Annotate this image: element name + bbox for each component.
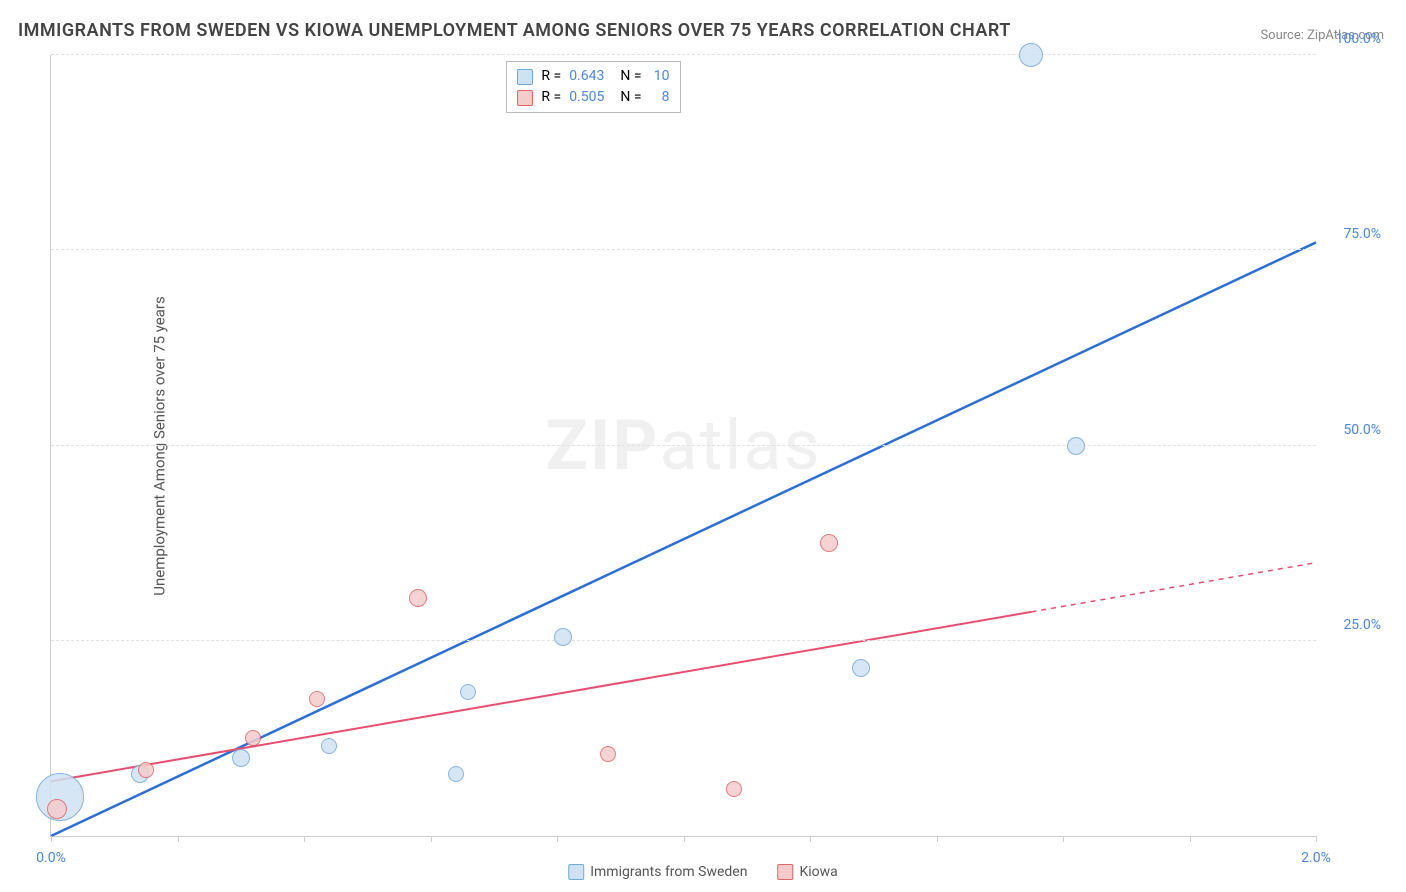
data-point	[820, 534, 838, 552]
x-tick	[810, 836, 811, 842]
x-tick	[1316, 836, 1317, 842]
source-label: Source:	[1260, 28, 1303, 43]
legend-r-label: R =	[541, 87, 561, 108]
legend-n-label: N =	[620, 87, 641, 108]
legend-r-value: 0.643	[569, 66, 604, 87]
y-tick-label: 75.0%	[1343, 226, 1381, 242]
gridline	[51, 54, 1316, 55]
data-point	[321, 738, 337, 754]
y-tick-label: 100.0%	[1336, 31, 1381, 47]
x-tick	[1063, 836, 1064, 842]
trend-lines-layer	[51, 55, 1316, 836]
legend-n-label: N =	[620, 66, 641, 87]
legend-swatch	[568, 864, 584, 880]
legend-r-label: R =	[541, 66, 561, 87]
trend-line-extrapolated	[1031, 563, 1316, 612]
legend-row: R = 0.505 N = 8	[517, 87, 669, 108]
legend-n-value: 10	[650, 66, 670, 87]
plot-area: ZIPatlas R =0.643N =10R =0.505N =8 25.0%…	[50, 55, 1316, 837]
data-point	[1019, 43, 1043, 67]
legend-swatch	[517, 69, 533, 85]
correlation-legend: R = 0.643 N = 10 R = 0.505 N = 8	[506, 61, 680, 113]
chart-title: IMMIGRANTS FROM SWEDEN VS KIOWA UNEMPLOY…	[18, 20, 1011, 41]
legend-series-name: Kiowa	[799, 864, 837, 880]
data-point	[460, 684, 476, 700]
data-point	[726, 781, 742, 797]
trend-line	[51, 612, 1031, 781]
series-legend: Immigrants from Sweden Kiowa	[568, 864, 838, 880]
x-tick-label: 0.0%	[36, 850, 66, 866]
x-tick	[431, 836, 432, 842]
data-point	[448, 766, 464, 782]
data-point	[554, 628, 572, 646]
x-tick	[557, 836, 558, 842]
x-tick-label: 2.0%	[1301, 850, 1331, 866]
y-tick-label: 50.0%	[1343, 422, 1381, 438]
watermark-suffix: atlas	[659, 405, 821, 487]
x-tick	[51, 836, 52, 842]
chart-container: IMMIGRANTS FROM SWEDEN VS KIOWA UNEMPLOY…	[0, 0, 1406, 892]
trend-line	[51, 242, 1316, 836]
x-tick	[1190, 836, 1191, 842]
gridline	[51, 249, 1316, 250]
x-tick	[178, 836, 179, 842]
legend-n-value: 8	[650, 87, 670, 108]
data-point	[852, 659, 870, 677]
data-point	[245, 730, 261, 746]
watermark: ZIPatlas	[545, 405, 821, 487]
data-point	[600, 746, 616, 762]
legend-swatch	[777, 864, 793, 880]
legend-series-name: Immigrants from Sweden	[590, 864, 747, 880]
x-tick	[304, 836, 305, 842]
data-point	[309, 691, 325, 707]
legend-item: Kiowa	[777, 864, 837, 880]
data-point	[138, 762, 154, 778]
gridline	[51, 445, 1316, 446]
gridline	[51, 640, 1316, 641]
x-tick	[684, 836, 685, 842]
legend-row: R = 0.643 N = 10	[517, 66, 669, 87]
legend-r-value: 0.505	[569, 87, 604, 108]
legend-swatch	[517, 90, 533, 106]
y-tick-label: 25.0%	[1343, 617, 1381, 633]
data-point	[47, 799, 67, 819]
data-point	[232, 749, 250, 767]
data-point	[1067, 437, 1085, 455]
watermark-prefix: ZIP	[545, 405, 659, 487]
x-tick	[937, 836, 938, 842]
data-point	[409, 589, 427, 607]
legend-item: Immigrants from Sweden	[568, 864, 747, 880]
